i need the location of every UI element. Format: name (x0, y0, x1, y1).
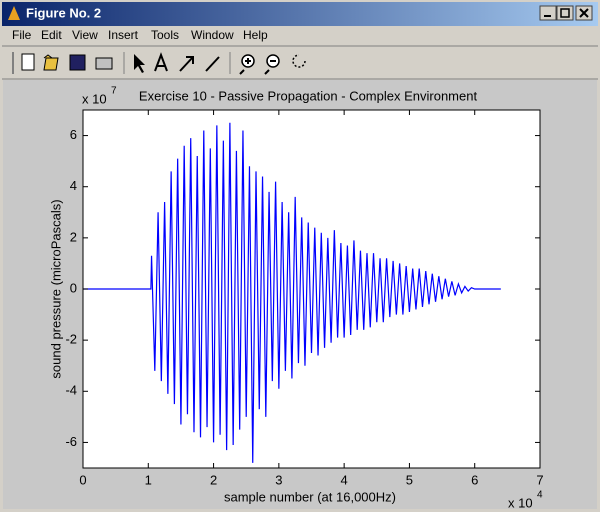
y-tick-label: -2 (65, 332, 77, 347)
y-tick-label: -4 (65, 383, 77, 398)
title-bar (2, 2, 598, 26)
x-tick-label: 2 (210, 472, 217, 487)
x-tick-label: 3 (275, 472, 282, 487)
zoom-in-glyph (239, 58, 251, 75)
x-tick-label: 1 (145, 472, 152, 487)
print-button[interactable] (95, 57, 113, 70)
menu-bar: File Edit View Insert Tools Window Help (12, 28, 268, 42)
plot: -6 -4 -2 0 2 4 6 0 1 2 3 4 5 6 7 (65, 109, 544, 487)
arrow-button[interactable] (179, 56, 194, 72)
menu-item[interactable]: Insert (108, 28, 139, 42)
y-tick-label: 6 (70, 127, 77, 142)
toolbar (12, 52, 306, 75)
plot-area (83, 110, 540, 468)
menu-item[interactable]: File (12, 28, 32, 42)
y-scale-exponent: 7 (111, 86, 117, 97)
maximize-button[interactable] (556, 5, 574, 21)
app-icon (8, 6, 20, 20)
menu-item[interactable]: Window (191, 28, 234, 42)
menu-item[interactable]: Tools (151, 28, 179, 42)
rotate-button[interactable] (292, 54, 306, 68)
minimize-glyph (544, 15, 551, 17)
y-tick-label: 2 (70, 229, 77, 244)
maximize-glyph (560, 8, 570, 18)
window-buttons[interactable] (539, 5, 593, 21)
zoom-out-glyph (264, 60, 276, 75)
x-scale-base: x 10 (508, 495, 533, 510)
signal-line (83, 122, 501, 463)
y-tick-label: 0 (70, 280, 77, 295)
menu-item[interactable]: Help (243, 28, 268, 42)
grip (12, 52, 14, 74)
text-button[interactable] (154, 52, 168, 72)
line-button[interactable] (205, 56, 220, 72)
y-scale-base: x 10 (82, 91, 107, 106)
window-title: Figure No. 2 (26, 5, 101, 20)
new-button[interactable] (21, 53, 35, 71)
x-tick-label: 4 (341, 472, 348, 487)
menu-item[interactable]: Edit (41, 28, 62, 42)
menu-item[interactable]: View (72, 28, 98, 42)
x-axis-label: sample number (at 16,000Hz) (224, 489, 396, 504)
close-glyph (579, 8, 589, 18)
x-tick-label: 5 (406, 472, 413, 487)
minimize-button[interactable] (539, 5, 557, 21)
x-scale-exponent: 4 (537, 490, 543, 501)
chart-title: Exercise 10 - Passive Propagation - Comp… (139, 88, 478, 103)
x-tick-label: 0 (79, 472, 86, 487)
select-button[interactable] (134, 54, 145, 73)
save-button[interactable] (69, 54, 86, 71)
open-button[interactable] (43, 54, 59, 71)
y-axis-label: sound pressure (microPascals) (48, 199, 63, 378)
x-tick-label: 7 (536, 472, 543, 487)
y-tick-label: -6 (65, 434, 77, 449)
y-tick-label: 4 (70, 178, 77, 193)
x-tick-label: 6 (471, 472, 478, 487)
